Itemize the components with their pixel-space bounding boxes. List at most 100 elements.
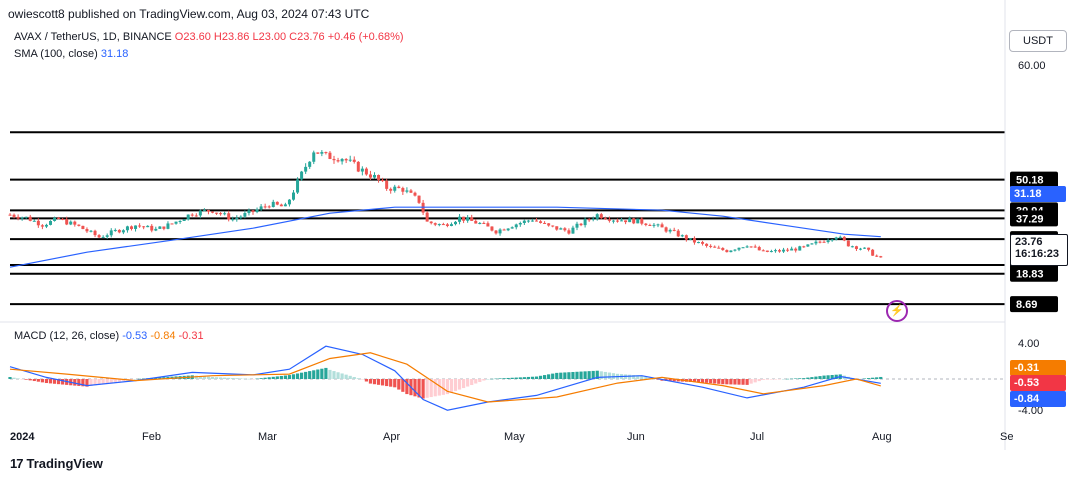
- candle-body: [231, 219, 235, 221]
- candle-body: [773, 250, 777, 252]
- candle-body: [466, 217, 470, 221]
- histogram-bar: [219, 377, 223, 379]
- histogram-bar: [567, 372, 571, 379]
- candle-body: [579, 223, 583, 226]
- histogram-bar: [810, 377, 814, 379]
- histogram-bar: [522, 377, 526, 379]
- histogram-bar: [725, 379, 729, 385]
- histogram-bar: [401, 379, 405, 392]
- candle-body: [749, 246, 753, 248]
- histogram-bar: [429, 379, 433, 398]
- candle-body: [830, 239, 834, 241]
- candle-body: [551, 225, 555, 227]
- macd-tick-bottom: -4.00: [1018, 405, 1044, 417]
- candle-body: [275, 201, 279, 205]
- histogram-bar: [247, 378, 251, 380]
- candle-body: [794, 248, 798, 251]
- sma-line: [9, 206, 881, 268]
- histogram-bar: [745, 379, 749, 385]
- histogram-bar: [534, 376, 539, 379]
- candle-body: [215, 212, 219, 214]
- histogram-bar: [587, 371, 591, 379]
- currency-selector[interactable]: USDT: [1009, 30, 1067, 52]
- candle-body: [709, 245, 713, 247]
- candle-body: [243, 213, 247, 217]
- candle-body: [826, 240, 830, 243]
- histogram-bar: [133, 379, 138, 380]
- candle-body: [741, 247, 745, 249]
- candle-body: [563, 228, 567, 231]
- time-axis-label: May: [504, 431, 525, 443]
- lightning-icon[interactable]: ⚡: [886, 300, 908, 322]
- histogram-bar: [210, 377, 215, 379]
- histogram-bar: [32, 379, 36, 382]
- histogram-bar: [381, 379, 385, 386]
- candle-body: [616, 220, 619, 222]
- candle-body: [85, 229, 89, 232]
- histogram-bar: [85, 379, 89, 387]
- candle-body: [571, 227, 575, 234]
- histogram-bar: [320, 368, 324, 379]
- candle-body: [664, 227, 668, 232]
- histogram-bar: [97, 379, 101, 385]
- histogram-bar: [599, 371, 603, 379]
- candle-body: [198, 210, 202, 216]
- candle-body: [138, 225, 142, 227]
- histogram-bar: [267, 377, 271, 379]
- histogram-bar: [89, 379, 93, 387]
- candle-body: [814, 241, 818, 244]
- candle-body: [846, 240, 850, 247]
- candle-body: [628, 218, 632, 223]
- histogram-bar: [466, 379, 470, 387]
- histogram-bar: [583, 371, 587, 379]
- candle-body: [202, 210, 206, 212]
- histogram-bar: [705, 379, 709, 383]
- candle-body: [660, 224, 664, 228]
- candle-body: [733, 249, 737, 251]
- candle-body: [348, 159, 352, 161]
- candle-body: [486, 223, 490, 227]
- candle-body: [36, 220, 40, 226]
- candle-body: [109, 230, 113, 236]
- macd-line-tag: -0.84: [1010, 391, 1066, 407]
- candle-body: [850, 246, 854, 248]
- histogram-bar: [368, 379, 373, 384]
- histogram-bar: [729, 379, 733, 385]
- symbol-legend[interactable]: AVAX / TetherUS, 1D, BINANCE O23.60 H23.…: [14, 31, 404, 43]
- candle-body: [121, 230, 125, 233]
- candle-body: [583, 219, 587, 226]
- histogram-bar: [81, 379, 85, 387]
- candle-body: [603, 218, 607, 220]
- histogram-bar: [44, 379, 49, 384]
- candle-body: [373, 174, 376, 178]
- histogram-bar: [713, 379, 717, 384]
- histogram-bar: [449, 379, 454, 393]
- candle-body: [77, 224, 81, 226]
- histogram-bar: [255, 378, 259, 380]
- histogram-bar: [202, 376, 206, 379]
- candle-body: [344, 159, 348, 161]
- candle-body: [834, 237, 838, 240]
- candle-body: [510, 227, 514, 229]
- candle-body: [449, 224, 453, 226]
- histogram-bar: [194, 375, 198, 379]
- macd-legend[interactable]: MACD (12, 26, close) -0.53 -0.84 -0.31: [14, 330, 204, 342]
- candle-body: [125, 226, 129, 231]
- histogram-bar: [162, 377, 166, 379]
- sma-label: SMA (100, close): [14, 48, 98, 60]
- histogram-bar: [603, 371, 607, 379]
- histogram-bar: [231, 378, 235, 379]
- histogram-value: -0.31: [178, 330, 204, 342]
- current-price: 23.76: [1015, 236, 1043, 248]
- histogram-bar: [376, 379, 381, 385]
- candle-body: [599, 214, 603, 219]
- candle-body: [575, 223, 579, 228]
- candle-body: [247, 210, 251, 214]
- candle-body: [223, 213, 227, 215]
- candle-body: [859, 248, 862, 250]
- sma-legend[interactable]: SMA (100, close) 31.18: [14, 48, 128, 60]
- candle-body: [769, 251, 773, 253]
- footer-brand[interactable]: 17 TradingView: [10, 456, 103, 471]
- histogram-bar: [462, 379, 466, 389]
